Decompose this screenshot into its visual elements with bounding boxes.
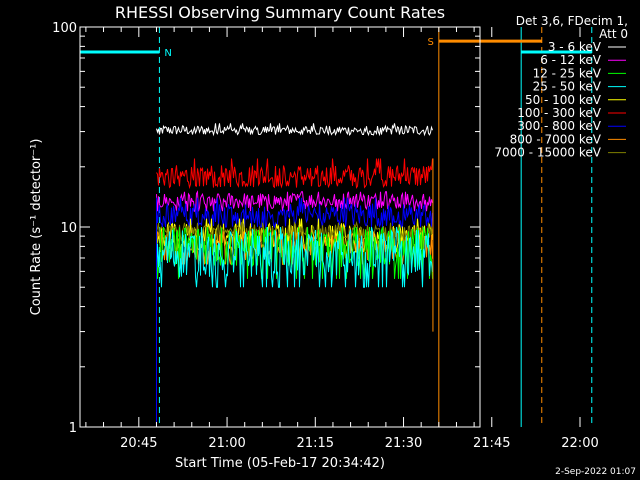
plot-layer: NS xyxy=(79,27,593,427)
x-axis-label: Start Time (05-Feb-17 20:34:42) xyxy=(175,456,385,471)
legend-label-6: 300 - 800 keV xyxy=(517,119,601,133)
footer-date: 2-Sep-2022 01:07 xyxy=(555,467,636,477)
legend-label-8: 7000 - 15000 keV xyxy=(494,146,601,160)
series-line-3 xyxy=(156,226,433,288)
x-tick-label: 21:45 xyxy=(473,436,510,451)
x-tick-label: 21:00 xyxy=(208,436,245,451)
legend-header-line-2: Att 0 xyxy=(599,27,628,41)
y-tick-label: 10 xyxy=(60,221,77,236)
legend-label-3: 25 - 50 keV xyxy=(533,80,602,94)
x-tick-label: 20:45 xyxy=(120,436,157,451)
series-line-1 xyxy=(156,190,433,212)
axis-layer: 1 10 100 20:45 21:00 21:15 21:30 21:45 22:00 xyxy=(52,21,599,451)
y-axis-label: Count Rate (s⁻¹ detector⁻¹) xyxy=(29,139,44,316)
y-tick-label: 1 xyxy=(69,421,77,436)
chart-title: RHESSI Observing Summary Count Rates xyxy=(115,3,445,22)
legend-label-1: 6 - 12 keV xyxy=(540,53,602,67)
legend-header-line-1: Det 3,6, FDecim 1, xyxy=(516,14,628,28)
legend-label-5: 100 - 300 keV xyxy=(517,106,601,120)
series-line-5 xyxy=(156,158,433,190)
flag-label-n: N xyxy=(164,48,171,59)
flag-label-s: S xyxy=(427,37,433,48)
legend-label-0: 3 - 6 keV xyxy=(548,40,602,54)
x-tick-label: 21:30 xyxy=(385,436,422,451)
legend-label-2: 12 - 25 keV xyxy=(533,66,602,80)
legend-label-7: 800 - 7000 keV xyxy=(510,132,602,146)
series-line-0 xyxy=(156,123,433,137)
x-tick-label: 21:15 xyxy=(297,436,334,451)
y-tick-label: 100 xyxy=(52,21,77,36)
legend-label-4: 50 - 100 keV xyxy=(525,93,602,107)
x-tick-label: 22:00 xyxy=(561,436,598,451)
